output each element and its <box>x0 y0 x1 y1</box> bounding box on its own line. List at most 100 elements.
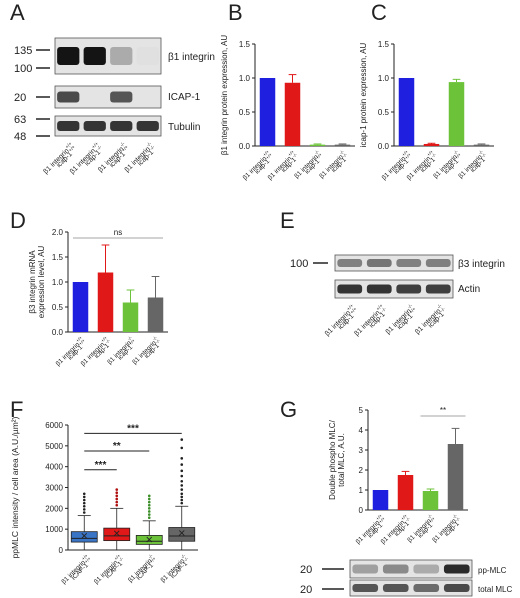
box-3 <box>168 527 196 542</box>
category-label-3: β1 integrin-/-icap-1-/- <box>430 513 464 547</box>
bar-2 <box>122 302 139 332</box>
category-label-2: β1 integrin-/-ICAP-1+/+ <box>126 553 160 587</box>
outlier-point <box>180 488 184 491</box>
mw-marker-label: 20 <box>300 564 312 576</box>
bar-2 <box>422 491 439 510</box>
chart-G: 0 1 2 3 4 5 Double phospho MLC/total MLC, A.U.… <box>328 406 468 547</box>
blot-band <box>83 121 106 131</box>
outlier-point <box>82 495 86 499</box>
y-tick-label: 2.0 <box>52 228 64 237</box>
chart-C: 0.0 0.5 1.0 1.5 icap-1 protein expression, A… <box>359 40 494 183</box>
y-tick-label: 0.5 <box>378 108 390 117</box>
category-label-0: β1 integrin+/+ICAP-1+/+ <box>59 553 95 589</box>
mw-marker-label: 20 <box>300 584 312 596</box>
blot-band <box>337 284 363 294</box>
lane-label-2: β1 integrin-/-icap-1+/+ <box>383 303 419 339</box>
blot-band <box>352 564 379 574</box>
category-label-1: β1 integrin+/+ICAP-1-/- <box>92 553 128 589</box>
y-tick-label: 2000 <box>45 504 63 513</box>
blot-band <box>83 47 106 65</box>
outlier-point <box>82 492 86 496</box>
y-tick-label: 1.0 <box>52 278 64 287</box>
bar-1 <box>284 82 301 146</box>
category-label-3: β1 integrin-/-ICAP-1-/- <box>158 553 192 587</box>
outlier-point <box>180 498 184 502</box>
outlier-point <box>147 494 151 498</box>
bar-3 <box>473 144 490 146</box>
significance-label: *** <box>127 423 139 434</box>
outlier-point <box>180 469 184 473</box>
band-label: pp-MLC <box>478 566 507 575</box>
blot-band <box>57 47 80 65</box>
blot-strip-b3-integrin <box>334 254 454 272</box>
y-axis-label: ppMLC intensity / cell area (A.U./µm²) <box>10 416 20 558</box>
lane-label-3: β1 integrin-/-icap-1-/- <box>413 303 449 339</box>
category-label-3: β1 integrin-/-icap-1-/- <box>456 149 490 183</box>
mw-marker-label: 48 <box>14 131 26 143</box>
blot-band <box>57 91 80 103</box>
y-tick-label: 1000 <box>45 525 63 534</box>
outlier-point <box>180 479 184 483</box>
y-axis-label: Double phospho MLC/total MLC, A.U. <box>328 419 346 499</box>
y-tick-label: 3000 <box>45 484 63 493</box>
significance-label: *** <box>95 460 107 471</box>
y-tick-label: 1.5 <box>239 40 251 49</box>
outlier-point <box>180 463 184 466</box>
blot-strip-icap1 <box>54 85 162 109</box>
outlier-point <box>82 508 86 511</box>
blot-A: 135 100 20 63 48 β1 integrin ICAP-1 Tubulin β1 i… <box>14 37 215 176</box>
panel-letter-a: A <box>10 0 25 25</box>
category-label-3: β1 integrin-/-icap-1-/- <box>317 149 351 183</box>
blot-band <box>57 121 80 131</box>
outlier-point <box>115 503 119 507</box>
outlier-point <box>180 474 184 478</box>
y-tick-label: 1 <box>359 486 364 495</box>
mw-marker-label: 100 <box>14 63 32 75</box>
y-tick-label: 1.5 <box>52 253 64 262</box>
band-label: β1 integrin <box>168 52 215 63</box>
mw-marker-label: 100 <box>290 258 308 270</box>
y-tick-label: 1.0 <box>378 74 390 83</box>
panel-letter-f: F <box>10 397 24 422</box>
bar-1 <box>423 143 440 146</box>
y-tick-label: 5 <box>359 406 364 415</box>
y-tick-label: 0 <box>359 506 364 515</box>
band-label: Actin <box>458 284 480 295</box>
blot-band <box>413 584 440 592</box>
significance-label: ** <box>440 406 446 415</box>
y-tick-label: 0.5 <box>239 108 251 117</box>
outlier-point <box>147 507 151 510</box>
mw-marker-label: 63 <box>14 114 26 126</box>
y-tick-label: 0.0 <box>239 142 251 151</box>
outlier-point <box>115 488 119 491</box>
bar-0 <box>372 490 389 510</box>
blot-band <box>413 564 440 574</box>
y-axis-label: icap-1 protein expression, AU <box>359 43 368 148</box>
lane-label-1: β1 integrin+/+icap-1-/- <box>352 303 390 341</box>
significance-label: ns <box>114 228 122 237</box>
mean-marker <box>146 536 153 543</box>
blot-band <box>382 564 409 574</box>
mean-marker <box>113 530 120 537</box>
outlier-point <box>82 501 86 505</box>
blot-band <box>110 121 133 131</box>
blot-band <box>337 259 363 267</box>
mean-marker <box>178 530 185 536</box>
bar-0 <box>398 78 415 146</box>
bar-0 <box>259 78 276 146</box>
bar-3 <box>147 297 164 332</box>
y-tick-label: 4 <box>359 426 364 435</box>
outlier-point <box>180 438 184 441</box>
outlier-point <box>147 510 151 513</box>
outlier-point <box>147 500 151 504</box>
band-label: ICAP-1 <box>168 92 201 103</box>
outlier-point <box>180 495 184 499</box>
blot-band <box>352 584 379 592</box>
mw-marker-label: 135 <box>14 45 32 57</box>
mean-marker <box>81 533 88 539</box>
blot-strip-tubulin <box>54 115 162 137</box>
outlier-point <box>82 498 86 502</box>
bar-0 <box>72 282 89 332</box>
blot-band <box>136 47 159 65</box>
